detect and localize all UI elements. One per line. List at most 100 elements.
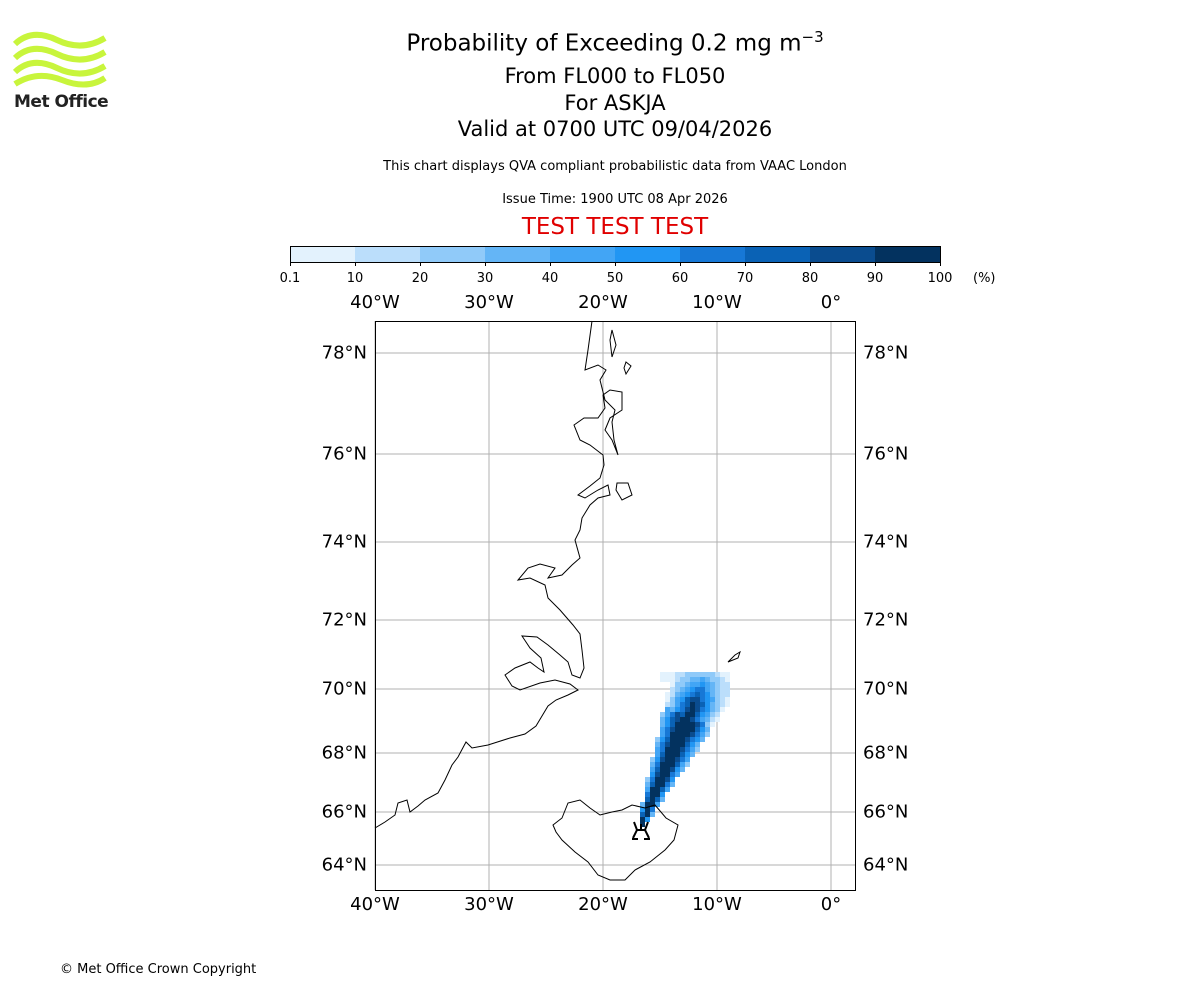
plume-cell <box>655 797 660 802</box>
plume-cell <box>700 702 705 707</box>
plume-cell <box>720 692 725 697</box>
plume-cell <box>710 677 715 682</box>
colorbar-tick-label: 60 <box>671 271 689 286</box>
plume-cell <box>715 692 720 697</box>
plume-cell <box>670 757 675 762</box>
plume-cell <box>660 777 665 782</box>
graticule <box>374 321 855 890</box>
axis-label: 68°N <box>863 742 909 764</box>
plume-cell <box>715 682 720 687</box>
plume-cell <box>675 707 680 712</box>
plume-cell <box>680 762 685 767</box>
plume-cell <box>690 722 695 727</box>
plume-cell <box>680 702 685 707</box>
plume-cell <box>725 677 730 682</box>
plume-cell <box>690 717 695 722</box>
plume-cell <box>670 747 675 752</box>
plume-cell <box>695 747 700 752</box>
title-exponent: −3 <box>801 28 824 46</box>
plume-cell <box>645 817 650 822</box>
met-office-logo-text: Met Office <box>14 92 109 112</box>
plume-cell <box>695 737 700 742</box>
copyright: © Met Office Crown Copyright <box>60 962 257 977</box>
greenland-island <box>615 482 633 501</box>
title-text: Probability of Exceeding 0.2 mg m <box>406 30 802 57</box>
axis-label: 66°N <box>863 801 909 823</box>
plume-cell <box>665 722 670 727</box>
plume-cell <box>650 762 655 767</box>
plume-cell <box>705 722 710 727</box>
axis-label: 76°N <box>863 443 909 465</box>
plume-cell <box>665 757 670 762</box>
axis-label: 20°W <box>578 292 628 313</box>
plume-cell <box>685 747 690 752</box>
colorbar-segment <box>680 246 745 262</box>
plume-cell <box>665 772 670 777</box>
plume-cell <box>675 712 680 717</box>
colorbar-segment <box>810 246 875 262</box>
plume-cell <box>685 672 690 677</box>
flight-level-range: From FL000 to FL050 <box>504 64 726 88</box>
plume-cell <box>685 692 690 697</box>
plume-cell <box>690 697 695 702</box>
plume-cell <box>655 752 660 757</box>
plume-cell <box>665 737 670 742</box>
plume-cell <box>660 762 665 767</box>
plume-cell <box>675 722 680 727</box>
plume-cell <box>640 812 645 817</box>
colorbar-segment <box>485 246 550 262</box>
axis-label: 68°N <box>321 742 367 764</box>
plume-cell <box>670 712 675 717</box>
plume-cell <box>710 672 715 677</box>
plume-cell <box>650 812 655 817</box>
plume-cell <box>700 732 705 737</box>
plume-cell <box>710 717 715 722</box>
plume-cell <box>695 732 700 737</box>
plume-cell <box>670 742 675 747</box>
plume-cell <box>690 752 695 757</box>
colorbar-tick-label: 80 <box>801 271 819 286</box>
plume-cell <box>675 692 680 697</box>
plume-cell <box>720 707 725 712</box>
plume-cell <box>690 682 695 687</box>
plume-cell <box>695 707 700 712</box>
plume-cell <box>690 707 695 712</box>
plume-cell <box>705 682 710 687</box>
plume-cell <box>675 682 680 687</box>
plume-cell <box>665 692 670 697</box>
colorbar-tick-label: 0.1 <box>279 271 301 286</box>
plume-cell <box>680 682 685 687</box>
plume-cell <box>655 802 660 807</box>
plume-cell <box>725 682 730 687</box>
plume-cell <box>695 702 700 707</box>
colorbar-segment <box>290 246 355 262</box>
plume-cell <box>690 737 695 742</box>
plume-cell <box>660 742 665 747</box>
plume-cell <box>650 802 655 807</box>
plume-cell <box>675 772 680 777</box>
plume-cell <box>685 737 690 742</box>
colorbar <box>290 246 941 266</box>
axis-label: 30°W <box>464 292 514 313</box>
plume-cell <box>705 717 710 722</box>
greenland-island-north <box>609 329 617 358</box>
plume-cell <box>680 707 685 712</box>
plume-cell <box>700 722 705 727</box>
plume-cell <box>670 772 675 777</box>
plume-cell <box>695 682 700 687</box>
plume-cell <box>670 762 675 767</box>
axis-label: 10°W <box>692 894 742 915</box>
plume-cell <box>680 727 685 732</box>
plume-cell <box>680 737 685 742</box>
plume-cell <box>680 677 685 682</box>
issue-time: Issue Time: 1900 UTC 08 Apr 2026 <box>502 192 728 207</box>
plume-cell <box>685 682 690 687</box>
plume-cell <box>675 752 680 757</box>
colorbar-segment <box>745 246 810 262</box>
plume-cell <box>700 687 705 692</box>
valid-time: Valid at 0700 UTC 09/04/2026 <box>457 117 773 141</box>
plume-cell <box>665 762 670 767</box>
axis-label: 64°N <box>863 854 909 876</box>
jan-mayen-coastline <box>727 650 741 663</box>
colorbar-tick-label: 50 <box>606 271 624 286</box>
